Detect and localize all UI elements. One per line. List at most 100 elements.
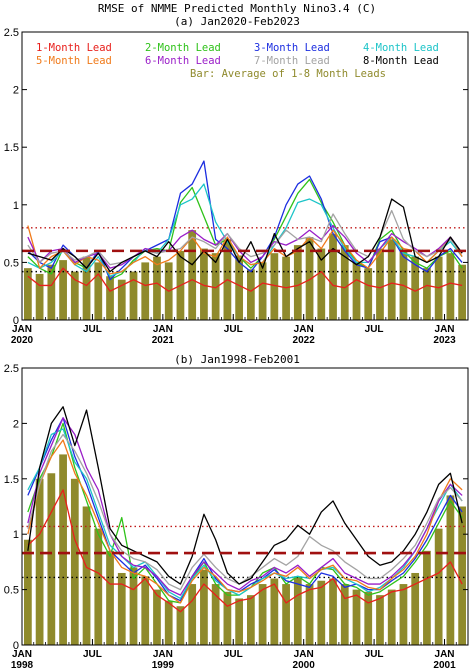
panel-b-xyear-2: 1999	[152, 660, 175, 671]
panel-b-bar-34	[423, 550, 431, 645]
panel-b-bar-25	[317, 580, 326, 645]
panel-a-bar-36	[446, 253, 455, 320]
panel-b-bar-19	[247, 595, 255, 645]
panel-a-bar-30	[376, 248, 384, 320]
panel-a-bar-14	[188, 230, 197, 320]
panel-a-xlabel-3: JUL	[224, 324, 243, 335]
panel-b-xlabel-4: JAN	[294, 649, 314, 660]
panel-a-xlabel-2: JAN	[153, 324, 173, 335]
panel-b-bar-6	[94, 528, 103, 645]
panel-a-bar-37	[458, 264, 467, 320]
panel-a-bar-7	[106, 276, 114, 320]
panel-b-series-1	[27, 489, 463, 613]
panel-b-bar-26	[329, 578, 337, 645]
panel-b-xlabel-6: JAN	[435, 649, 455, 660]
legend-item-2: 2-Month Lead	[145, 42, 221, 54]
panel-a-xyear-0: 2020	[11, 335, 34, 346]
panel-a-xlabel-1: JUL	[83, 324, 102, 335]
panel-a-bar-0	[24, 268, 32, 320]
panel-b-bar-12	[164, 600, 173, 645]
panel-b-bar-5	[82, 506, 91, 645]
panel-b-series-6	[27, 417, 463, 596]
panel-b-xlabel-1: JUL	[83, 649, 102, 660]
panel-a-ylabel-5: 2.5	[4, 27, 19, 39]
legend-item-6: 6-Month Lead	[145, 55, 221, 67]
panel-a-bar-5	[82, 256, 91, 320]
panel-b-xlabel-2: JAN	[153, 649, 173, 660]
panel-b-bar-16	[211, 584, 220, 645]
panel-a-bar-10	[141, 262, 150, 320]
panel-b-ylabel-4: 2	[13, 418, 19, 430]
panel-b-bar-33	[411, 572, 420, 645]
panel-a-bar-9	[129, 271, 138, 320]
panel-b-bar-17	[223, 591, 232, 645]
panel-b-bar-31	[387, 589, 396, 645]
panel-a-series-1	[27, 267, 463, 292]
panel-a-title: (a) Jan2020-Feb2023	[174, 15, 300, 28]
panel-a-bar-3	[59, 260, 67, 320]
panel-b-bar-21	[270, 578, 279, 645]
panel-b-bars	[24, 454, 467, 645]
panel-b-bar-29	[364, 591, 373, 645]
panel-b-ylabel-1: 0.5	[4, 585, 19, 597]
panel-a-ylabel-4: 2	[13, 85, 19, 97]
panel-a-bar-2	[47, 264, 56, 320]
panel-a-bar-31	[387, 239, 396, 320]
panel-b-xyear-0: 1998	[11, 660, 34, 671]
legend-item-7: 7-Month Lead	[254, 55, 330, 67]
figure-title: RMSE of NMME Predicted Monthly Nino3.4 (…	[98, 2, 376, 15]
panel-b-bar-24	[305, 584, 314, 645]
panel-b-bar-20	[258, 584, 267, 645]
panel-a-bar-18	[235, 255, 244, 320]
panel-a-xlabel-0: JAN	[12, 324, 32, 335]
panel-b: (b) Jan1998-Feb2001 00.511.522.5JAN1998J…	[4, 353, 469, 671]
panel-a-bar-15	[200, 248, 208, 320]
panel-a-bar-1	[35, 273, 44, 320]
panel-b-bar-37	[458, 506, 467, 645]
panel-b-bar-8	[117, 572, 126, 645]
panel-a-series-5	[27, 225, 463, 275]
panel-a-ylabel-1: 0.5	[4, 257, 19, 269]
panel-a-lines	[22, 160, 468, 292]
panel-a-bar-8	[117, 279, 126, 320]
panel-b-xlabel-3: JUL	[224, 649, 243, 660]
panel-a-bar-28	[352, 262, 361, 320]
panel-b-series-2	[27, 422, 463, 604]
panel-a-bar-11	[153, 256, 161, 320]
panel-a-bar-33	[411, 256, 420, 320]
legend-item-4: 4-Month Lead	[363, 42, 439, 54]
panel-a-bar-21	[270, 253, 279, 320]
panel-a-bar-19	[247, 269, 255, 320]
panel-a-bar-27	[340, 245, 349, 320]
panel-a-xlabel-4: JAN	[294, 324, 314, 335]
legend-item-8: 8-Month Lead	[363, 55, 439, 67]
legend-item-1: 1-Month Lead	[36, 42, 112, 54]
panel-a-ylabel-3: 1.5	[4, 142, 19, 154]
panel-a-bar-24	[305, 237, 314, 320]
legend-item-5: 5-Month Lead	[36, 55, 112, 67]
legend: 1-Month Lead 2-Month Lead 3-Month Lead 4…	[36, 42, 439, 80]
panel-a-bar-4	[70, 271, 79, 320]
panel-a-bar-16	[211, 253, 220, 320]
panel-b-series-4	[27, 428, 463, 600]
panel-b-ylabel-3: 1.5	[4, 474, 19, 486]
panel-a-bar-23	[293, 245, 302, 320]
panel-b-bar-11	[153, 589, 161, 645]
panel-a-bar-34	[423, 268, 431, 320]
panel-a-series-2	[27, 178, 463, 281]
panel-b-bar-0	[24, 539, 32, 645]
legend-item-3: 3-Month Lead	[254, 42, 330, 54]
panel-b-bar-9	[129, 567, 138, 645]
panel-b-bar-15	[200, 569, 208, 645]
panel-b-title: (b) Jan1998-Feb2001	[174, 353, 300, 366]
panel-b-bar-22	[282, 584, 290, 645]
panel-a-bar-25	[317, 248, 326, 320]
panel-b-bar-35	[434, 528, 443, 645]
panel-b-series-5	[27, 439, 463, 604]
panel-b-bar-23	[293, 576, 302, 645]
panel-a-xlabel-6: JAN	[435, 324, 455, 335]
panel-b-series-7	[27, 433, 463, 591]
